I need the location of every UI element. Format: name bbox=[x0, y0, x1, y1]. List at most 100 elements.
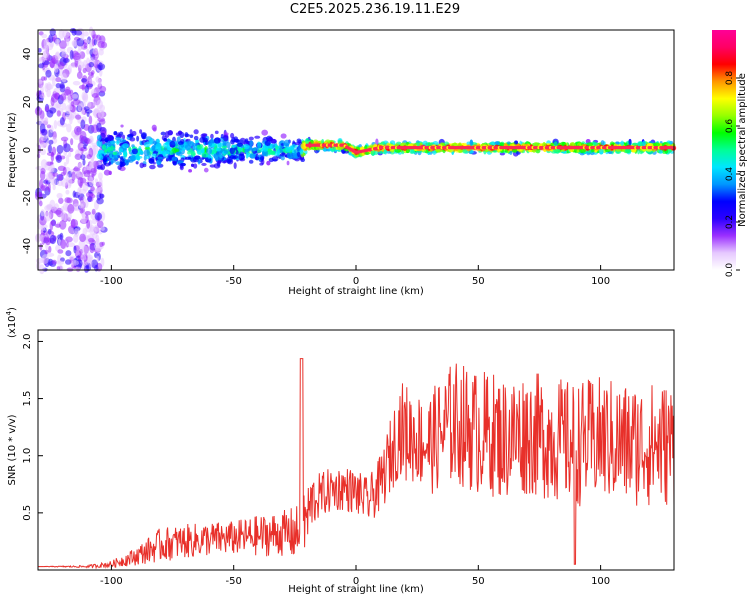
spectrogram-ridge-cell bbox=[229, 147, 235, 155]
spectrogram-ridge-cell bbox=[154, 146, 162, 152]
spectrogram-ridge-cell bbox=[653, 142, 660, 148]
spectrogram-noise-cell bbox=[59, 84, 66, 93]
spectrogram-ridge-cell bbox=[180, 162, 186, 167]
spectrogram-noise-cell bbox=[56, 110, 61, 117]
x-tick-label: 0 bbox=[353, 276, 359, 287]
spectrogram-noise-cell bbox=[58, 197, 64, 204]
spectrogram-noise-cell bbox=[56, 266, 61, 271]
spectrogram-ridge-cell bbox=[297, 151, 301, 158]
spectrogram-ridge-cell bbox=[137, 150, 144, 155]
spectrogram-noise-cell bbox=[41, 33, 48, 39]
spectrogram-ridge-cell bbox=[249, 140, 254, 147]
spectrogram-ridge-cell bbox=[145, 155, 150, 159]
spectrogram-noise-cell bbox=[54, 52, 60, 61]
spectrogram-ridge-cell bbox=[427, 142, 431, 146]
spectrogram-ridge-cell bbox=[215, 147, 221, 152]
spectrogram-noise-cell bbox=[87, 101, 92, 108]
spectrogram-noise-cell bbox=[78, 84, 87, 90]
spectrogram-ridge-cell bbox=[163, 137, 168, 142]
snr-y-multiplier-close: ) bbox=[7, 307, 18, 311]
x-tick-label: 100 bbox=[591, 576, 610, 587]
spectrogram-ridge-cell bbox=[209, 164, 216, 168]
spectrogram-noise-cell bbox=[48, 144, 52, 154]
spectrogram-ridge-cell bbox=[615, 148, 621, 152]
spectrogram-noise-cell bbox=[54, 210, 63, 215]
spectrogram-ridge-cell bbox=[171, 156, 178, 162]
spectrogram-noise-cell bbox=[49, 60, 55, 69]
spectrogram-ridge-cell bbox=[254, 156, 260, 161]
spectrogram-noise-cell bbox=[77, 162, 84, 168]
spectrogram-noise-cell bbox=[63, 143, 71, 153]
spectrogram-noise-cell bbox=[96, 122, 102, 133]
spectrogram-ridge-cell bbox=[217, 159, 222, 164]
spectrogram-ridge-cell bbox=[199, 157, 204, 161]
spectrogram-ridge-cell bbox=[109, 140, 117, 145]
spectrogram-ridge-cell bbox=[266, 160, 271, 166]
spectrogram-noise-cell bbox=[66, 177, 73, 187]
spectrogram-ridge-cell bbox=[119, 148, 124, 153]
spectrogram-ridge-cell bbox=[210, 133, 214, 139]
spectrogram-noise-cell bbox=[82, 158, 86, 166]
spectrogram-ridge-cell bbox=[271, 156, 279, 162]
spectrogram-ridge-cell bbox=[119, 138, 124, 144]
spectrogram-ridge-cell bbox=[107, 134, 114, 141]
spectrogram-noise-cell bbox=[56, 260, 64, 266]
spectrogram-ridge-cell bbox=[101, 144, 107, 151]
spectrogram-noise-cell bbox=[81, 245, 89, 255]
spectrogram-ridge-cell bbox=[270, 138, 277, 144]
spectrogram-ridge-cell bbox=[151, 145, 156, 151]
spectrogram-ridge-cell bbox=[203, 167, 209, 173]
spectrogram-noise-cell bbox=[39, 264, 45, 275]
spectrogram-noise-cell bbox=[49, 199, 56, 210]
spectrogram-ridge-cell bbox=[207, 154, 211, 159]
spectrogram-noise-cell bbox=[64, 114, 73, 120]
spectrogram-ridge-cell bbox=[578, 148, 586, 154]
spectrogram-ridge-cell bbox=[469, 150, 474, 154]
spectrogram-ridge-cell bbox=[223, 132, 229, 136]
spectrogram-noise-cell bbox=[80, 119, 86, 130]
spectrogram-ridge-cell bbox=[213, 137, 221, 144]
spectrogram-noise-cell bbox=[84, 211, 91, 216]
spectrogram-noise-cell bbox=[55, 77, 62, 83]
spectrogram-noise-cell bbox=[96, 99, 104, 110]
spectrogram-noise-cell bbox=[91, 208, 96, 215]
spectrogram-ridge-cell bbox=[243, 143, 250, 150]
spectrogram-ridge-cell bbox=[181, 147, 186, 151]
colorbar: 0.0 0.2 0.4 0.6 0.8 Normalized spectral ampl… bbox=[712, 30, 748, 277]
spectrogram-noise-cell bbox=[80, 217, 87, 224]
spectrogram-ridge-cell bbox=[149, 164, 156, 170]
spectrogram-noise-cell bbox=[48, 139, 54, 145]
spectrogram-ridge-cell bbox=[102, 157, 108, 162]
spectrogram-noise-cell bbox=[90, 157, 95, 168]
spectrogram-noise-cell bbox=[49, 234, 57, 245]
spectrogram-noise-cell bbox=[95, 76, 100, 83]
spectrogram-noise-cell bbox=[82, 182, 89, 192]
spectrogram-noise-cell bbox=[43, 49, 49, 59]
spectrogram-noise-cell bbox=[69, 49, 74, 60]
y-tick-label: 2.0 bbox=[22, 333, 33, 349]
spectrogram-noise-cell bbox=[48, 34, 54, 43]
spectrogram-noise-cell bbox=[67, 203, 75, 214]
spectrogram-noise-cell bbox=[58, 174, 63, 181]
spectrogram-ridge-cell bbox=[164, 141, 170, 146]
spectrogram-ridge-cell bbox=[554, 148, 561, 154]
spectrogram-ridge-cell bbox=[177, 160, 184, 164]
spectrogram-ridge-cell bbox=[394, 148, 402, 153]
spectrogram-noise-cell bbox=[81, 64, 88, 69]
snr-y-label: SNR (10 * v/v) bbox=[7, 414, 18, 485]
spectrogram-noise-cell bbox=[40, 159, 48, 169]
spectrogram-ridge-cell bbox=[244, 138, 249, 143]
spectrogram-noise-cell bbox=[80, 254, 87, 261]
spectrogram-noise-cell bbox=[57, 249, 64, 254]
spectrogram-ridge-cell bbox=[248, 136, 254, 141]
spectrogram-ridge-cell bbox=[141, 133, 147, 140]
spectrogram-ridge-cell bbox=[276, 148, 280, 156]
spectrogram-noise-cell bbox=[53, 120, 58, 130]
spectrogram-noise-cell bbox=[99, 241, 104, 247]
spectrogram-ridge-cell bbox=[114, 154, 119, 161]
spectrogram-ridge-cell bbox=[256, 142, 262, 149]
spectrogram-ridge-cell bbox=[280, 133, 287, 139]
spectrogram-ridge-cell bbox=[184, 133, 190, 138]
spectrogram-ridge-cell bbox=[96, 166, 104, 170]
spectrogram-ridge-cell bbox=[196, 144, 202, 150]
